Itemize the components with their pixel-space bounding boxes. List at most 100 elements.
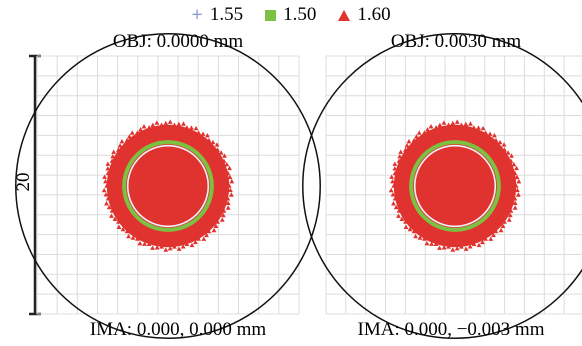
spot-1-60-point (413, 233, 418, 239)
spot-1-60-point (392, 196, 398, 201)
spot-1-60-point (184, 125, 190, 130)
spot-1-60-point (433, 125, 439, 130)
spot-1-60-point (126, 233, 131, 239)
spot-1-60-point (171, 244, 177, 249)
spot-1-60-point (127, 134, 132, 139)
spot-1-60-point (103, 179, 108, 184)
spot-1-60-point (514, 174, 520, 180)
spot-1-60-point (220, 212, 226, 218)
spot-1-60-point (221, 158, 227, 163)
spot-1-60-point (392, 161, 398, 166)
spot-1-60-point (109, 208, 115, 213)
spot-1-60-point (463, 246, 469, 251)
spot-1-60-point (181, 121, 186, 126)
spot-1-60-point (468, 121, 473, 126)
plot-caption-right: IMA: 0.000, −0.003 mm (357, 319, 545, 340)
spot-1-60-point (226, 183, 232, 188)
spot-1-60-point (428, 124, 434, 129)
spot-1-60-point (193, 239, 198, 245)
spot-1-60-point (390, 179, 395, 184)
spot-1-60-point (159, 244, 165, 249)
spot-1-60-point (393, 204, 399, 210)
spot-1-60-point (476, 125, 481, 130)
spot-1-60-point (221, 208, 227, 213)
spot-1-60-point (150, 122, 156, 128)
spot-1-60-point (204, 232, 209, 238)
spot-1-60-point (407, 226, 413, 232)
spot-1-60-point (141, 124, 147, 129)
spot-1-60-point (467, 244, 473, 249)
spot-1-60-point (513, 183, 519, 188)
spot-1-60-point (388, 187, 394, 193)
airy-disk-circle (302, 33, 582, 339)
spot-1-60-point (104, 183, 110, 188)
spot-1-60-point (471, 125, 477, 130)
spot-1-60-point (512, 200, 518, 206)
spot-1-60-point (196, 236, 202, 241)
spot-1-60-point (508, 158, 514, 163)
spot-1-60-point (414, 134, 419, 139)
spot-1-60-point (446, 244, 452, 249)
triangle-marker-icon (338, 9, 351, 21)
spot-1-60-point (424, 240, 430, 246)
spot-1-60-point (493, 137, 499, 143)
spot-1-60-point (225, 200, 231, 206)
spot-1-60-point (515, 192, 521, 197)
legend-entry-1-50: 1.50 (265, 4, 316, 26)
spot-1-60-point (134, 130, 140, 135)
spot-1-60-point (105, 161, 111, 166)
spot-1-60-point (146, 241, 152, 247)
spot-1-55-ring (126, 144, 210, 228)
spot-1-60-point (411, 137, 417, 143)
spot-1-60-point (390, 192, 396, 197)
spot-1-60-point (441, 120, 447, 125)
spot-1-60-point (508, 208, 514, 213)
spot-1-60-point (454, 119, 460, 124)
spot-1-60-point (102, 174, 108, 179)
spot-1-60-point (137, 240, 143, 246)
spot-1-60-point (502, 147, 507, 152)
legend-entry-1-55: + 1.55 (191, 4, 243, 26)
spot-1-60-point (421, 130, 427, 135)
spot-1-60-point (403, 219, 408, 224)
spot-1-60-point (225, 170, 231, 176)
spot-center-fill (129, 147, 207, 225)
spot-1-60-point (396, 213, 401, 218)
spot-1-60-point (219, 217, 225, 222)
spot-1-60-point (210, 139, 216, 145)
spot-1-60-point (480, 125, 486, 131)
spot-1-60-point (488, 236, 494, 241)
spot-1-60-point (493, 228, 499, 234)
spot-1-60-point (396, 208, 402, 213)
spot-1-60-point (124, 137, 130, 143)
spot-1-60-point (399, 216, 405, 221)
spot-1-60-point (501, 142, 507, 147)
spot-1-60-point (403, 147, 408, 152)
spot-1-50-ring (409, 140, 501, 232)
spot-1-60-point (507, 212, 513, 218)
spot-1-60-point (512, 205, 518, 210)
spot-1-60-point (506, 217, 512, 222)
spot-1-60-point (416, 130, 422, 135)
spot-1-60-point (441, 245, 447, 250)
legend-label: 1.55 (209, 4, 244, 25)
legend: + 1.55 1.50 1.60 (0, 2, 582, 28)
spot-1-60-point (109, 158, 115, 163)
spot-plot-right (302, 33, 582, 339)
spot-1-60-point (429, 241, 434, 246)
legend-label: 1.60 (357, 4, 391, 25)
spot-1-60-point (154, 245, 160, 250)
spot-1-60-point (227, 165, 232, 171)
spot-1-60-point (184, 241, 190, 247)
spot-1-60-point (397, 154, 403, 159)
spot-1-60-point (512, 196, 518, 201)
spot-1-60-point (124, 228, 130, 234)
spot-1-60-point (180, 244, 186, 249)
spot-1-60-point (129, 130, 135, 135)
spot-1-60-point (403, 224, 409, 229)
spot-1-60-point (471, 241, 477, 247)
plot-title-right: OBJ: 0.0030 mm (390, 31, 522, 52)
spot-1-60-point (417, 235, 423, 240)
